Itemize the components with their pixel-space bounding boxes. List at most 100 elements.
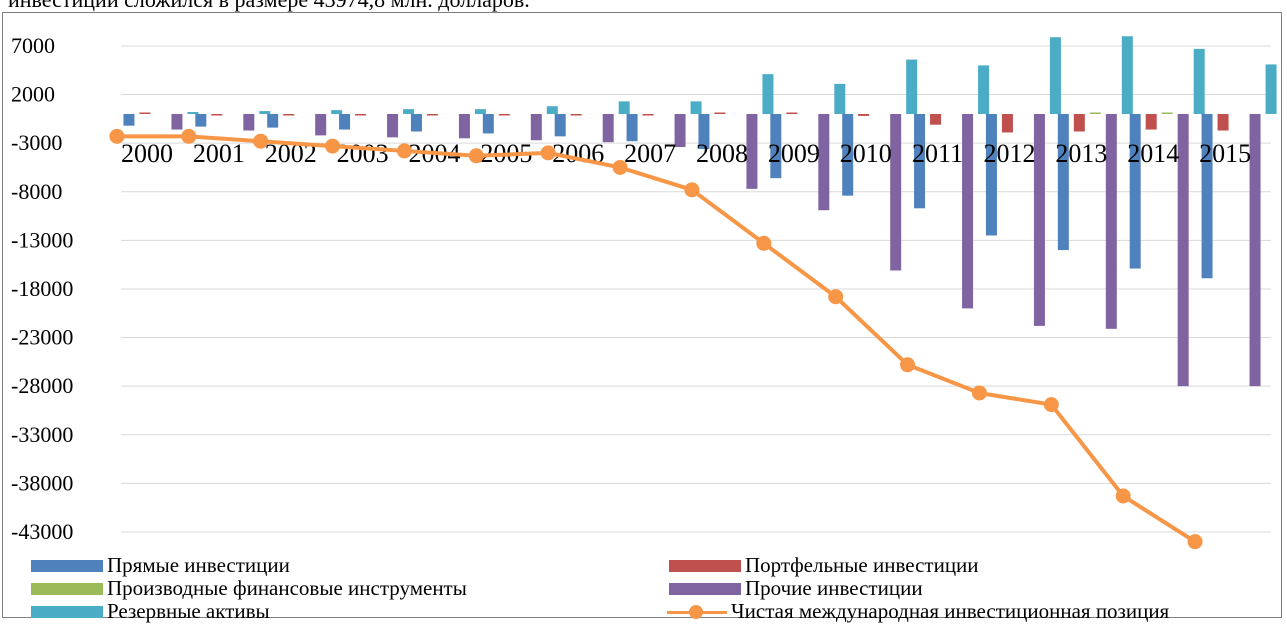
y-tick-label: 2000: [11, 82, 55, 107]
bar: [1033, 114, 1045, 326]
legend-swatch-direct: [31, 559, 103, 572]
bar: [387, 114, 399, 138]
net-position-point: [181, 128, 197, 144]
bar: [985, 114, 997, 236]
bar: [1073, 114, 1085, 132]
net-position-point: [468, 148, 484, 164]
net-position-point: [540, 145, 556, 161]
bar: [626, 114, 638, 142]
bar: [930, 114, 942, 125]
bar: [858, 114, 870, 116]
bar: [1249, 114, 1261, 387]
x-tick-label: 2003: [337, 139, 389, 168]
bar: [403, 109, 415, 114]
bar: [331, 110, 343, 114]
bar: [1201, 114, 1213, 279]
bar: [123, 114, 135, 126]
net-position-point: [1187, 534, 1203, 550]
y-tick-label: -8000: [11, 179, 62, 204]
bar: [762, 74, 774, 114]
legend-item-net-position: Чистая международная инвестиционная пози…: [667, 599, 1169, 624]
x-tick-label: 2001: [193, 139, 245, 168]
net-position-point: [612, 159, 628, 175]
bar: [1105, 114, 1117, 329]
bar: [243, 114, 255, 131]
legend-item-other: Прочие инвестиции: [669, 576, 923, 601]
x-tick-label: 2013: [1055, 139, 1107, 168]
net-position-point: [900, 357, 916, 373]
net-position-point: [828, 289, 844, 305]
net-position-point: [756, 235, 772, 251]
bar: [1129, 114, 1141, 269]
bar: [602, 114, 614, 143]
net-position-line: [116, 134, 1197, 544]
bar: [498, 114, 510, 116]
net-position-point: [971, 385, 987, 401]
bar: [914, 114, 926, 209]
legend-swatch-derivatives: [31, 582, 103, 595]
bar: [554, 114, 566, 137]
bar: [283, 114, 295, 116]
y-tick-label: -33000: [11, 422, 73, 447]
legend-label-derivatives: Производные финансовые инструменты: [107, 576, 467, 600]
x-tick-label: 2009: [768, 139, 820, 168]
bar: [698, 114, 710, 149]
legend-label-direct: Прямые инвестиции: [107, 553, 290, 577]
caption-text: инвестиции сложился в размере 43974,8 мл…: [8, 0, 530, 13]
net-position-point: [253, 133, 269, 149]
chart-area: 7000 2000 -3000 -8000 -13000 -18000 -23000 -280…: [2, 12, 1282, 623]
legend-label-reserves: Резервные активы: [107, 599, 270, 623]
bar: [139, 112, 151, 114]
legend-label-other: Прочие инвестиции: [745, 576, 923, 600]
x-tick-label: 2010: [840, 139, 892, 168]
bar: [962, 114, 974, 309]
bar: [474, 109, 486, 114]
x-tick-label: 2008: [696, 139, 748, 168]
bar: [690, 101, 702, 114]
legend-swatch-reserves: [31, 605, 103, 618]
bar: [195, 114, 207, 127]
net-position-point: [1043, 397, 1059, 413]
net-position-point: [1115, 488, 1131, 504]
bar: [259, 111, 271, 114]
bar: [642, 114, 654, 116]
y-tick-label: -43000: [11, 519, 73, 544]
bar: [315, 114, 327, 136]
bar: [786, 112, 798, 114]
y-tick-label: -38000: [11, 470, 73, 495]
legend-item-direct: Прямые инвестиции: [31, 553, 290, 578]
bar: [1057, 114, 1069, 251]
bar: [211, 114, 223, 116]
bar: [1217, 114, 1229, 131]
x-tick-label: 2011: [912, 139, 963, 168]
bar: [978, 65, 990, 114]
legend-item-portfolio: Портфельные инвестиции: [669, 553, 979, 578]
y-tick-label: -3000: [11, 130, 62, 155]
bar: [570, 114, 582, 116]
x-tick-label: 2014: [1127, 139, 1179, 168]
bar: [770, 114, 782, 179]
legend-item-derivatives: Производные финансовые инструменты: [31, 576, 467, 601]
y-tick-label: -28000: [11, 373, 73, 398]
x-tick-label: 2015: [1199, 139, 1251, 168]
net-position-point: [325, 138, 341, 154]
bar: [618, 101, 630, 114]
legend-swatch-net-position: [667, 604, 727, 620]
x-tick-label: 2007: [624, 139, 676, 168]
y-tick-label: -23000: [11, 325, 73, 350]
bar: [1265, 64, 1277, 114]
bar: [906, 59, 918, 114]
y-tick-label: -13000: [11, 227, 73, 252]
bar: [339, 114, 351, 130]
bar: [187, 112, 199, 114]
bar: [426, 114, 438, 116]
bar: [410, 114, 422, 132]
legend-swatch-portfolio: [669, 559, 741, 572]
bar: [674, 114, 686, 148]
bar: [546, 106, 558, 114]
bar: [482, 114, 494, 134]
bar: [834, 83, 846, 114]
legend-label-portfolio: Портфельные инвестиции: [745, 553, 979, 577]
bar: [714, 112, 726, 114]
bar: [818, 114, 830, 211]
